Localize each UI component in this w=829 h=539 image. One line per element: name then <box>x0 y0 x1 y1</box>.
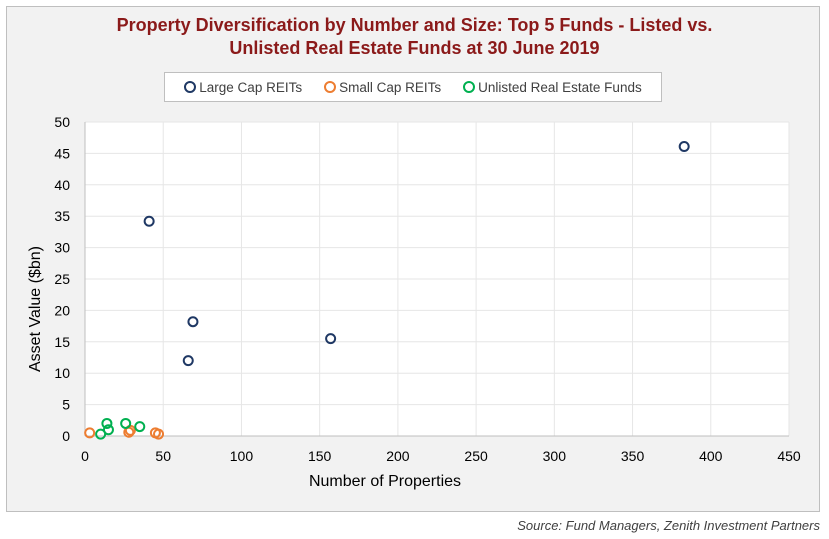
x-tick-label: 350 <box>621 448 645 464</box>
legend-item-large-cap: Large Cap REITs <box>184 80 302 95</box>
data-point-unlisted <box>102 424 114 436</box>
chart-title: Property Diversification by Number and S… <box>0 14 829 60</box>
chart-title-line-1: Property Diversification by Number and S… <box>116 15 713 35</box>
data-point-large-cap <box>143 215 155 227</box>
data-point-unlisted <box>134 421 146 433</box>
y-tick-label: 15 <box>54 334 70 350</box>
y-tick-label: 5 <box>62 397 70 413</box>
y-tick-label: 20 <box>54 302 70 318</box>
data-point-unlisted <box>120 417 132 429</box>
x-tick-label: 400 <box>699 448 723 464</box>
x-tick-label: 50 <box>155 448 171 464</box>
legend-marker-unlisted <box>463 81 476 93</box>
x-tick-label: 200 <box>386 448 410 464</box>
x-tick-label: 100 <box>230 448 254 464</box>
legend-label-unlisted: Unlisted Real Estate Funds <box>478 79 642 95</box>
chart-legend: Large Cap REITs Small Cap REITs Unlisted… <box>164 72 662 102</box>
legend-item-unlisted: Unlisted Real Estate Funds <box>463 80 642 95</box>
y-tick-label: 50 <box>54 114 70 130</box>
x-tick-label: 300 <box>543 448 567 464</box>
data-point-large-cap <box>187 316 199 328</box>
y-tick-label: 25 <box>54 271 70 287</box>
y-tick-label: 45 <box>54 145 70 161</box>
data-point-small-cap <box>153 428 165 440</box>
y-tick-label: 30 <box>54 240 70 256</box>
data-point-unlisted <box>95 428 107 440</box>
legend-label-large-cap: Large Cap REITs <box>199 79 303 95</box>
data-point-large-cap <box>325 333 337 345</box>
data-point-large-cap <box>678 140 690 152</box>
legend-label-small-cap: Small Cap REITs <box>339 79 442 95</box>
y-tick-label: 10 <box>54 365 70 381</box>
y-tick-label: 0 <box>62 428 70 444</box>
source-note: Source: Fund Managers, Zenith Investment… <box>517 518 820 533</box>
y-tick-label: 35 <box>54 208 70 224</box>
data-point-small-cap <box>84 427 96 439</box>
legend-item-small-cap: Small Cap REITs <box>324 80 441 95</box>
data-point-large-cap <box>182 355 194 367</box>
x-tick-label: 250 <box>464 448 488 464</box>
x-axis-title: Number of Properties <box>309 473 461 490</box>
data-point-unlisted <box>101 417 113 429</box>
x-tick-label: 150 <box>308 448 332 464</box>
chart-title-line-2: Unlisted Real Estate Funds at 30 June 20… <box>229 38 600 58</box>
y-tick-label: 40 <box>54 177 70 193</box>
x-tick-label: 0 <box>81 448 89 464</box>
legend-marker-small-cap <box>324 81 337 93</box>
x-tick-label: 450 <box>777 448 801 464</box>
legend-marker-large-cap <box>184 81 197 93</box>
y-axis-title: Asset Value ($bn) <box>27 246 44 372</box>
